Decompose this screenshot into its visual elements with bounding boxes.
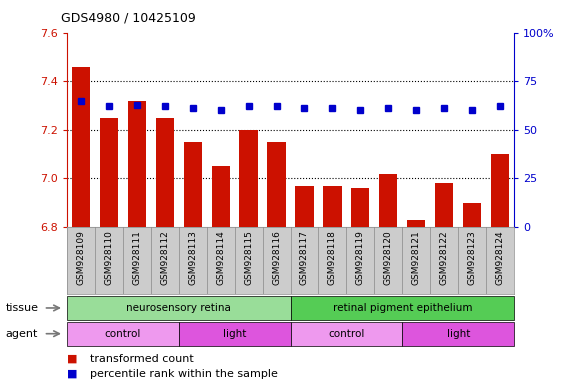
Text: GSM928118: GSM928118 [328,230,337,285]
Text: tissue: tissue [6,303,39,313]
Bar [403,322,514,346]
Text: ■: ■ [67,354,77,364]
Text: control: control [328,329,365,339]
Text: GDS4980 / 10425109: GDS4980 / 10425109 [61,12,196,25]
Bar [67,296,290,320]
Text: GSM928122: GSM928122 [440,230,449,285]
Text: GSM928109: GSM928109 [76,230,85,285]
Text: GSM928113: GSM928113 [188,230,197,285]
Text: GSM928121: GSM928121 [412,230,421,285]
Text: GSM928114: GSM928114 [216,230,225,285]
Text: GSM928110: GSM928110 [104,230,113,285]
Text: ■: ■ [67,369,77,379]
Text: light: light [447,329,470,339]
Text: GSM928124: GSM928124 [496,230,505,285]
Bar [128,101,146,227]
Bar [211,166,229,227]
Text: GSM928123: GSM928123 [468,230,477,285]
Bar [71,67,90,227]
Text: neurosensory retina: neurosensory retina [126,303,231,313]
Bar [407,220,425,227]
Text: control: control [105,329,141,339]
Text: GSM928119: GSM928119 [356,230,365,285]
Text: agent: agent [6,329,38,339]
Bar [290,322,403,346]
Text: percentile rank within the sample: percentile rank within the sample [90,369,278,379]
Bar [239,130,257,227]
Text: retinal pigment epithelium: retinal pigment epithelium [332,303,472,313]
Text: light: light [223,329,246,339]
Text: GSM928116: GSM928116 [272,230,281,285]
Bar [100,118,118,227]
Bar [324,185,342,227]
Bar [352,188,370,227]
Text: GSM928120: GSM928120 [384,230,393,285]
Bar [435,183,453,227]
Text: GSM928115: GSM928115 [244,230,253,285]
Bar [295,185,314,227]
Text: GSM928111: GSM928111 [132,230,141,285]
Bar [184,142,202,227]
Text: transformed count: transformed count [90,354,194,364]
Bar [267,142,286,227]
Bar [463,203,481,227]
Bar [179,322,290,346]
Text: GSM928112: GSM928112 [160,230,169,285]
Bar [379,174,397,227]
Bar [67,322,179,346]
Bar [156,118,174,227]
Bar [491,154,510,227]
Text: GSM928117: GSM928117 [300,230,309,285]
Bar [290,296,514,320]
